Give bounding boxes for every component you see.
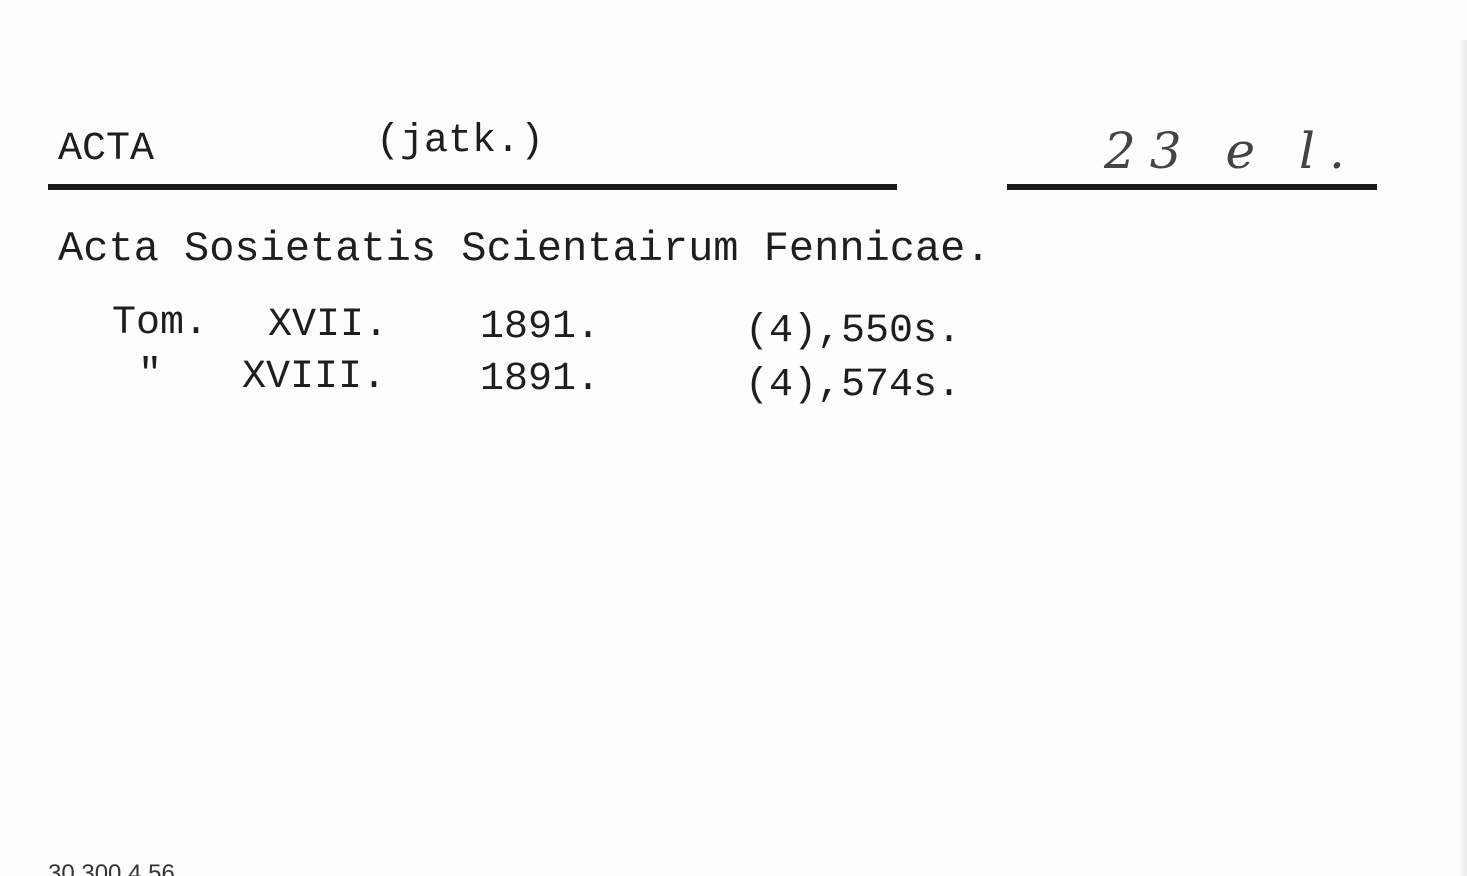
card-title: Acta Sosietatis Scientairum Fennicae. — [58, 225, 991, 273]
call-number-rule — [1007, 184, 1377, 190]
card-heading: ACTA — [58, 127, 155, 172]
volume-label: " — [138, 353, 163, 398]
volume-year: 1891. — [480, 357, 601, 402]
volume-number: XVIII. — [242, 355, 387, 400]
volume-number: XVII. — [268, 303, 389, 348]
volume-label: Tom. — [112, 301, 209, 346]
volume-pages: (4),574s. — [745, 363, 962, 408]
heading-rule — [48, 184, 897, 190]
call-number-handwritten: 23 e l. — [1104, 122, 1359, 180]
volume-pages: (4),550s. — [745, 309, 962, 354]
print-code: 30.300 4.56 — [48, 860, 175, 876]
card-edge — [1459, 40, 1467, 876]
volume-year: 1891. — [480, 305, 601, 350]
card-heading-note: (jatk.) — [376, 119, 545, 164]
